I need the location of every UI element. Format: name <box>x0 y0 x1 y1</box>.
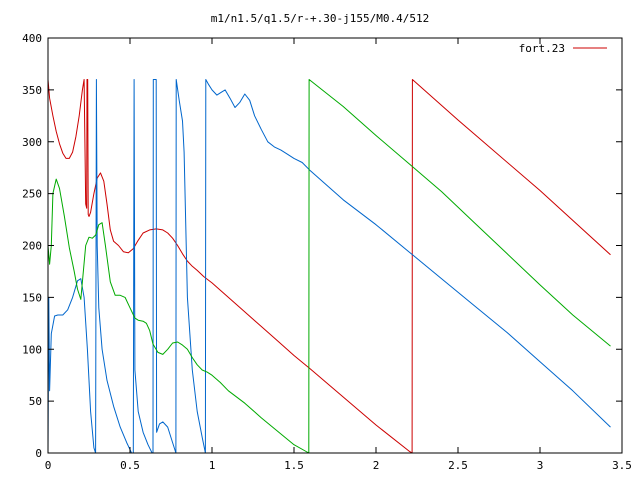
x-tick-label: 0 <box>45 459 52 472</box>
y-tick-label: 250 <box>22 188 42 201</box>
x-tick-label: 1.5 <box>284 459 304 472</box>
y-tick-label: 0 <box>35 447 42 460</box>
y-tick-label: 100 <box>22 343 42 356</box>
y-tick-label: 150 <box>22 291 42 304</box>
x-tick-label: 2 <box>373 459 380 472</box>
y-tick-label: 350 <box>22 84 42 97</box>
y-tick-label: 200 <box>22 240 42 253</box>
x-tick-label: 1 <box>209 459 216 472</box>
series-line-2 <box>47 79 611 454</box>
y-tick-label: 400 <box>22 32 42 45</box>
series-line-1 <box>47 79 611 454</box>
x-tick-label: 3 <box>537 459 544 472</box>
x-tick-label: 3.5 <box>612 459 632 472</box>
series-line-0 <box>47 79 611 454</box>
axis-layer: 0 50 100 150 200 250 300 350 400 0 0.5 1 1.5 2 2.5 3 3.5 <box>22 32 632 472</box>
y-tick-label: 300 <box>22 136 42 149</box>
x-tick-label: 2.5 <box>448 459 468 472</box>
series-layer <box>47 79 611 454</box>
x-tick-label: 0.5 <box>120 459 140 472</box>
y-tick-label: 50 <box>29 395 42 408</box>
chart-title: m1/n1.5/q1.5/r-+.30-j155/M0.4/512 <box>211 12 430 25</box>
legend-label: fort.23 <box>519 42 565 55</box>
legend: fort.23 <box>519 42 607 55</box>
